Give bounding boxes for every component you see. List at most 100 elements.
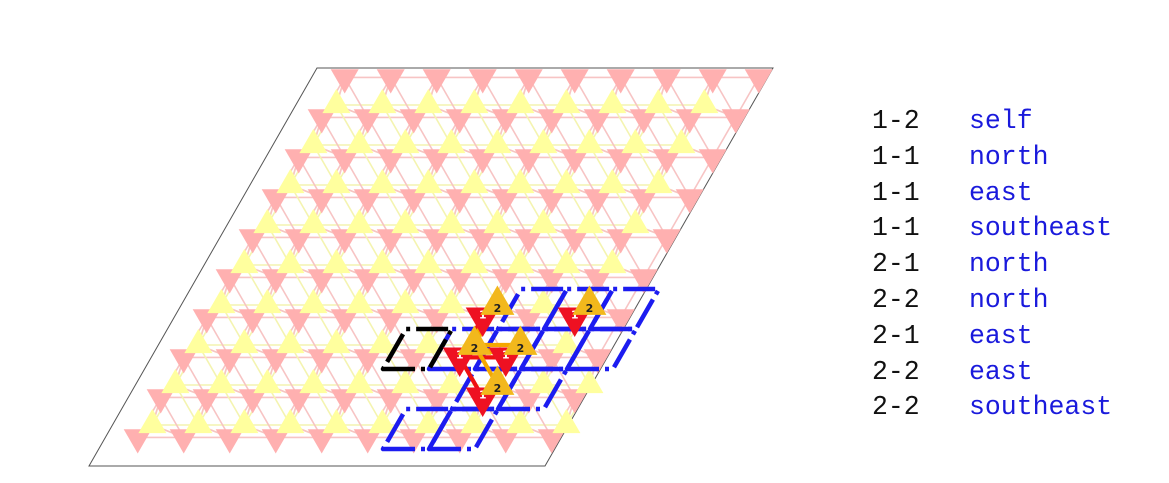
site-1-triangle: [465, 387, 500, 417]
background-site-1: [606, 69, 635, 94]
background-site-1: [560, 69, 589, 94]
background-site-2: [299, 368, 328, 394]
background-site-2: [345, 208, 374, 234]
site-1-label: 1: [479, 388, 487, 401]
background-site-1: [629, 269, 658, 294]
background-site-2: [322, 328, 351, 354]
background-site-2: [253, 208, 282, 234]
background-site-2: [460, 248, 489, 274]
background-site-1: [583, 269, 612, 294]
background-site-1: [445, 429, 474, 454]
background-site-1: [330, 69, 359, 94]
background-site-2: [414, 408, 443, 434]
background-site-1: [537, 429, 566, 454]
background-site-1: [652, 149, 681, 174]
background-site-1: [422, 149, 451, 174]
bond-list-item: 2-2 southeast: [872, 390, 1112, 426]
bond-direction-label: east: [969, 320, 1033, 351]
background-site-1: [307, 269, 336, 294]
site-2-icon: 2: [457, 325, 492, 355]
lattice-frame: [88, 67, 774, 467]
bond-list-item: 1-1 east: [872, 176, 1112, 212]
site-1-icon: 1: [488, 347, 523, 377]
background-site-2: [506, 408, 535, 434]
site-2-label: 2: [586, 302, 594, 315]
bond-pair-label: 2-2: [872, 392, 920, 423]
site-1-triangle: [488, 347, 523, 377]
background-site-2: [345, 128, 374, 154]
background-site-1: [284, 229, 313, 254]
background-site-1: [376, 69, 405, 94]
bond-direction-label: east: [969, 177, 1033, 208]
background-site-1: [698, 69, 727, 94]
background-site-2: [322, 408, 351, 434]
bond-list-item: 1-1 southeast: [872, 211, 1112, 247]
background-site-1: [330, 229, 359, 254]
background-site-1: [284, 309, 313, 334]
background-site-1: [376, 149, 405, 174]
background-site-2: [644, 88, 673, 114]
site-1-icon: 1: [465, 307, 500, 337]
background-site-2: [276, 248, 305, 274]
background-site-1: [261, 269, 290, 294]
background-site-1: [353, 429, 382, 454]
background-site-1: [652, 69, 681, 94]
site-2-triangle: [503, 325, 538, 355]
background-site-2: [322, 168, 351, 194]
bond-list-item: 2-2 north: [872, 283, 1112, 319]
background-site-1: [514, 389, 543, 414]
background-site-2: [368, 168, 397, 194]
background-site-2: [598, 168, 627, 194]
background-site-2: [276, 168, 305, 194]
background-site-1: [422, 229, 451, 254]
background-site-1: [698, 149, 727, 174]
background-site-2: [644, 168, 673, 194]
background-site-1: [606, 229, 635, 254]
bond-direction-label: east: [969, 356, 1033, 387]
background-site-2: [529, 368, 558, 394]
background-site-1: [514, 69, 543, 94]
background-site-2: [437, 368, 466, 394]
unit-cell-blue: [518, 326, 593, 372]
background-site-2: [483, 128, 512, 154]
background-site-2: [322, 248, 351, 274]
background-site-2: [230, 328, 259, 354]
background-site-1: [537, 109, 566, 134]
site-1-label: 1: [456, 348, 464, 361]
background-site-2: [391, 368, 420, 394]
background-site-2: [575, 128, 604, 154]
background-site-2: [276, 328, 305, 354]
bond-direction-label: self: [969, 106, 1033, 136]
bond-direction-label: southeast: [969, 392, 1113, 423]
background-site-2: [161, 368, 190, 394]
background-site-1: [238, 309, 267, 334]
site-1-label: 1: [502, 348, 510, 361]
site-2-triangle: [480, 365, 515, 395]
background-sites: [123, 69, 773, 454]
background-site-2: [529, 208, 558, 234]
background-site-1: [192, 389, 221, 414]
background-site-1: [744, 69, 773, 94]
background-site-1: [123, 429, 152, 454]
background-site-1: [468, 149, 497, 174]
background-site-1: [238, 389, 267, 414]
background-site-1: [307, 189, 336, 214]
background-site-1: [261, 429, 290, 454]
background-site-2: [368, 328, 397, 354]
background-site-1: [537, 349, 566, 374]
bond-list: 1-2 self 1-1 north 1-1 east 1-1 southeast 2-1 nor…: [872, 104, 1112, 426]
bond-list-item: 1-1 north: [872, 140, 1112, 176]
background-site-1: [422, 69, 451, 94]
site-2-icon: 2: [480, 285, 515, 315]
background-site-2: [552, 248, 581, 274]
background-site-2: [207, 368, 236, 394]
background-site-2: [368, 248, 397, 274]
background-site-2: [552, 168, 581, 194]
background-site-1: [399, 109, 428, 134]
background-site-1: [215, 429, 244, 454]
site-1-triangle: [442, 347, 477, 377]
background-site-1: [445, 109, 474, 134]
background-site-2: [460, 88, 489, 114]
background-site-1: [445, 269, 474, 294]
bond-pair-label: 2-2: [872, 356, 920, 387]
